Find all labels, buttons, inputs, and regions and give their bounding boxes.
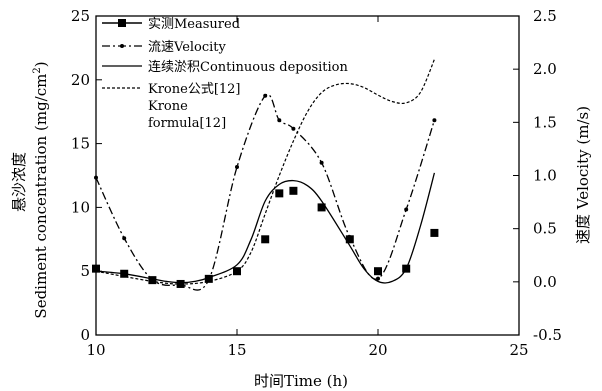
y2-tick-label: 1.0	[533, 167, 557, 185]
ticks-layer: 10 15 20 25 0 5 10 15 20 25 -0.5 0.0 0.5 1.0 1.5 2.0 2.5	[71, 7, 562, 359]
velocity-point	[376, 276, 380, 281]
y-tick-label: 5	[80, 262, 90, 280]
legend-item-krone: Krone公式[12] Krone formula[12]	[102, 82, 241, 131]
legend: 实测Measured 流速Velocity 连续淤积Continuous dep…	[102, 17, 348, 131]
y-axis-label-close: )	[32, 61, 50, 67]
y-tick-label: 15	[71, 135, 90, 153]
y2-tick-label: 0.0	[533, 273, 557, 291]
x-axis-label: 时间Time (h)	[254, 372, 348, 390]
measured-marker	[374, 267, 382, 276]
y2-tick-label: 0.5	[533, 220, 557, 238]
velocity-point	[122, 236, 127, 241]
x-tick-label: 15	[227, 341, 246, 359]
legend-label-velocity: 流速Velocity	[148, 40, 227, 55]
x-tick-label: 20	[368, 341, 387, 359]
velocity-point	[263, 93, 268, 98]
measured-marker	[289, 186, 298, 195]
velocity-point	[291, 126, 296, 131]
continuous-deposition-line	[95, 172, 436, 284]
y-axis-label-en: Sediment concentration (mg/cm2)	[32, 61, 50, 318]
x-tick-label: 25	[509, 341, 528, 359]
y-axis-label: 悬沙浓度	[10, 152, 28, 212]
legend-label-continuous: 连续淤积Continuous deposition	[148, 59, 348, 75]
krone-formula-line	[95, 59, 435, 285]
svg-text:速度 Velocity (m/s): 速度 Velocity (m/s)	[574, 106, 592, 244]
legend-label-measured: 实测Measured	[148, 17, 240, 32]
velocity-line	[95, 93, 436, 291]
y-tick-label: 10	[71, 198, 90, 216]
velocity-point	[235, 164, 239, 169]
y-tick-label: 0	[80, 326, 90, 344]
legend-item-measured: 实测Measured	[102, 17, 240, 32]
svg-text:Sediment concentration (mg/cm: Sediment concentration (mg/cm2)	[32, 61, 50, 318]
velocity-point	[404, 207, 409, 212]
y-axis-label-main: Sediment concentration (mg/cm	[32, 74, 50, 319]
measured-marker	[233, 267, 241, 276]
x-tick-label: 10	[86, 341, 105, 359]
series-layer	[92, 59, 439, 291]
velocity-point	[319, 160, 324, 165]
measured-marker	[261, 235, 270, 244]
y2-tick-label: 1.5	[533, 113, 557, 131]
y2-tick-label: 2.5	[533, 7, 557, 25]
y2-tick-label: 2.0	[533, 60, 557, 78]
y-tick-label: 25	[71, 7, 90, 25]
measured-marker	[430, 228, 439, 237]
measured-marker	[275, 189, 284, 198]
legend-item-velocity: 流速Velocity	[102, 40, 227, 55]
velocity-point	[432, 118, 437, 123]
y-tick-label: 20	[71, 71, 90, 89]
measured-marker	[92, 264, 100, 273]
svg-text:悬沙浓度: 悬沙浓度	[10, 152, 28, 212]
legend-item-continuous: 连续淤积Continuous deposition	[102, 59, 348, 75]
measured-marker	[345, 235, 354, 244]
y-axis-label-sup: 2	[32, 67, 43, 73]
legend-label-krone: Krone公式[12]	[148, 82, 241, 97]
measured-marker	[317, 203, 326, 212]
y2-axis-label: 速度 Velocity (m/s)	[574, 106, 592, 244]
legend-label-krone-line2: Krone	[148, 99, 188, 114]
velocity-point	[347, 235, 352, 240]
legend-label-krone-line3: formula[12]	[148, 116, 226, 131]
velocity-point	[277, 118, 282, 123]
y2-tick-label: -0.5	[533, 326, 562, 344]
velocity-point	[94, 175, 98, 180]
